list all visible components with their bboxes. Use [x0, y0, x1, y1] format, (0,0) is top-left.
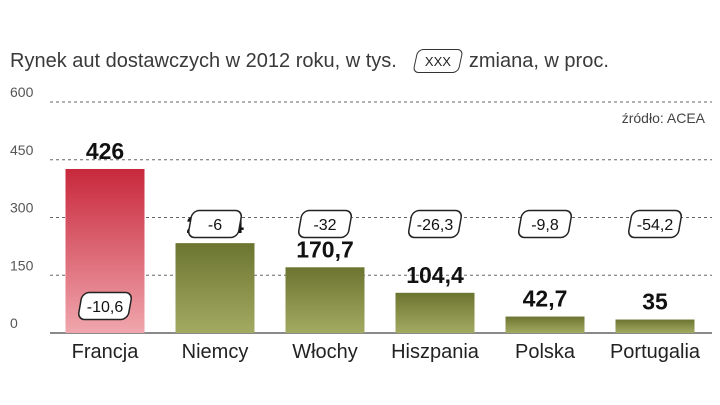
change-badge-box	[187, 209, 243, 239]
category-label: Hiszpania	[391, 341, 480, 363]
value-label: 104,4	[406, 262, 464, 288]
change-badge-1: -6	[187, 209, 243, 239]
y-tick-label-450: 450	[10, 142, 34, 158]
change-badge-3: -26,3	[407, 209, 463, 239]
value-label: 42,7	[523, 286, 568, 312]
change-value-label: -54,2	[637, 217, 674, 234]
category-label: Francja	[72, 341, 140, 363]
change-value-label: -32	[313, 217, 336, 234]
change-badge-5: -54,2	[627, 209, 683, 239]
y-tick-label-300: 300	[10, 200, 34, 216]
change-value-label: -9,8	[531, 217, 559, 234]
change-badge-box	[77, 291, 133, 321]
bar-włochy	[285, 267, 365, 333]
legend-label: zmiana, w proc.	[468, 49, 609, 72]
bar-polska	[505, 316, 585, 333]
source-label: źródło: ACEA	[622, 110, 706, 126]
category-label: Polska	[515, 341, 576, 363]
bar-hiszpania	[395, 292, 475, 333]
change-badge-0: -10,6	[77, 291, 133, 321]
y-tick-label-600: 600	[10, 84, 34, 100]
change-value-label: -26,3	[417, 217, 454, 234]
change-badge-2: -32	[297, 209, 353, 239]
bar-niemcy	[175, 243, 255, 333]
change-value-label: -6	[208, 217, 222, 234]
value-label: 426	[86, 138, 124, 164]
change-badge-box	[297, 209, 353, 239]
y-tick-label-150: 150	[10, 257, 34, 273]
value-label: 170,7	[296, 236, 354, 262]
category-label: Niemcy	[182, 341, 249, 363]
change-badge-box	[517, 209, 573, 239]
category-label: Włochy	[292, 341, 358, 363]
change-value-label: -10,6	[87, 299, 124, 316]
change-badge-4: -9,8	[517, 209, 573, 239]
chart-title: Rynek aut dostawczych w 2012 roku, w tys…	[10, 49, 397, 72]
y-tick-label-0: 0	[10, 315, 18, 331]
bar-portugalia	[615, 319, 695, 333]
chart-header: Rynek aut dostawczych w 2012 roku, w tys…	[10, 46, 609, 76]
change-badge-box	[407, 209, 463, 239]
value-label: 35	[642, 289, 668, 315]
category-label: Portugalia	[610, 341, 701, 363]
change-badge-box	[627, 209, 683, 239]
